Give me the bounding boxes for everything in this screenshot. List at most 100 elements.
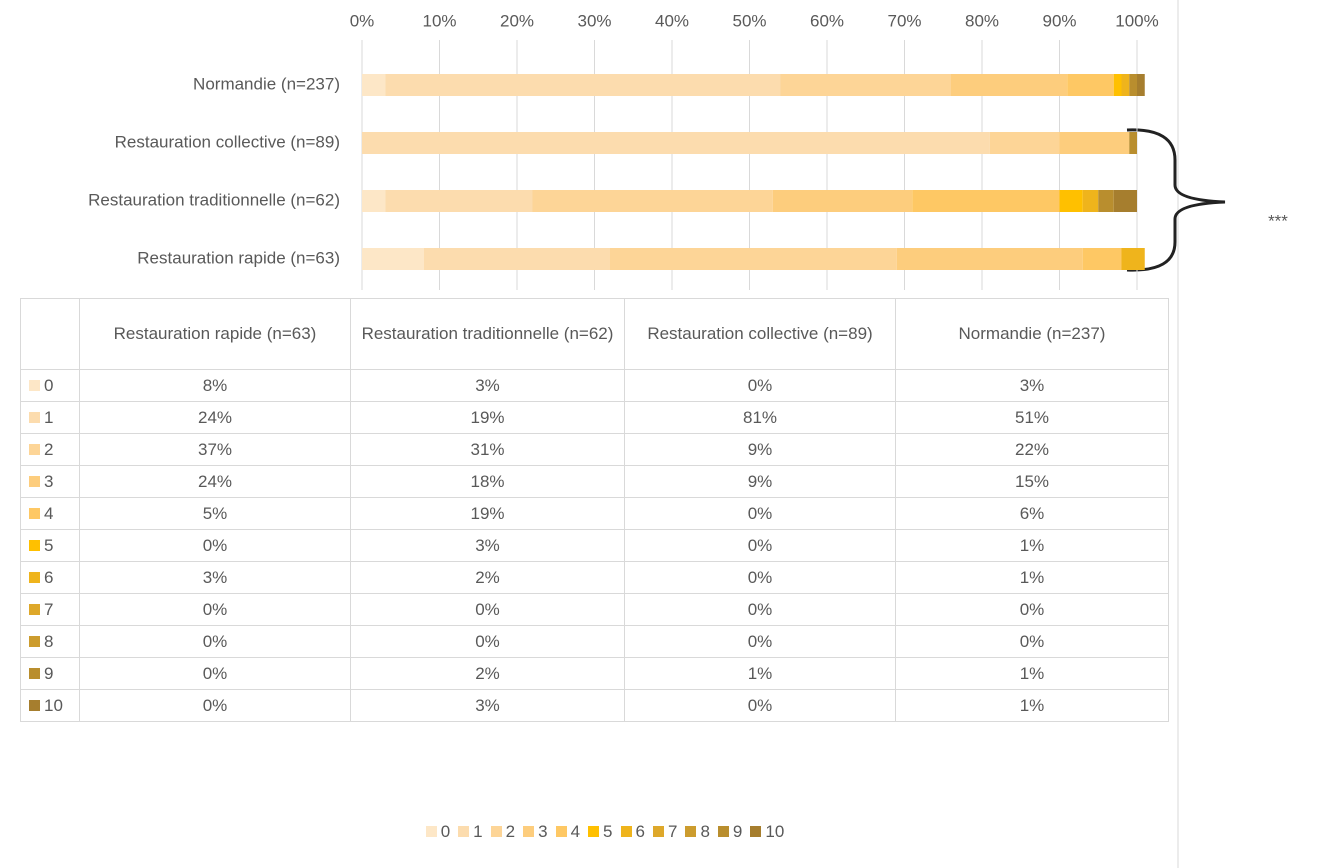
row-label-text: 2 [44, 439, 54, 459]
table-row: 6 3% 2% 0% 1% [20, 561, 1169, 594]
bar-segment [1113, 190, 1137, 212]
legend-label: 2 [505, 822, 516, 841]
table-row: 10 0% 3% 0% 1% [20, 689, 1169, 722]
table-cell: 22% [895, 433, 1169, 466]
bar-segment [362, 74, 386, 96]
y-tick-label: Restauration collective (n=89) [115, 132, 340, 151]
legend-swatch [29, 443, 40, 455]
bar-segment [532, 190, 773, 212]
row-label-text: 4 [44, 503, 54, 523]
row-label-text: 9 [44, 663, 54, 683]
table-cell: 0% [79, 689, 351, 722]
table-row: 7 0% 0% 0% 0% [20, 593, 1169, 626]
data-table: Restauration rapide (n=63) Restauration t… [20, 298, 1169, 722]
table-cell: 1% [895, 529, 1169, 562]
table-cell: 0% [624, 369, 896, 402]
table-cell: 0% [624, 625, 896, 658]
bar-segment [780, 74, 951, 96]
table-cell: 0% [350, 593, 625, 626]
x-tick-label: 10% [422, 11, 456, 30]
table-row: 5 0% 3% 0% 1% [20, 529, 1169, 562]
annotation: *** [1268, 211, 1288, 230]
bar-segment [362, 132, 990, 154]
bar-segment [912, 190, 1060, 212]
bar-segment [1082, 190, 1099, 212]
row-label-text: 0 [44, 375, 54, 395]
legend-label: 4 [570, 822, 581, 841]
table-cell: 3% [350, 689, 625, 722]
legend-label: 10 [765, 822, 785, 841]
legend-swatch [652, 826, 664, 837]
table-cell: 19% [350, 497, 625, 530]
bar-segment [424, 248, 610, 270]
legend-item: 0 [425, 822, 450, 841]
row-label-text: 6 [44, 567, 54, 587]
row-label: 7 [20, 593, 80, 626]
bar-segment [951, 74, 1068, 96]
legend-swatch [29, 507, 40, 519]
x-tick-label: 80% [965, 11, 999, 30]
bar-segment [1067, 74, 1114, 96]
table-header: Normandie (n=237) [895, 298, 1169, 370]
legend-item: 6 [620, 822, 645, 841]
row-label-text: 5 [44, 535, 54, 555]
bar-segment [1113, 74, 1122, 96]
table-header: Restauration collective (n=89) [624, 298, 896, 370]
legend-swatch [29, 475, 40, 487]
table-cell: 0% [624, 497, 896, 530]
bar-segment [362, 190, 386, 212]
row-label-text: 7 [44, 599, 54, 619]
legend-swatch [29, 539, 40, 551]
table-row: 4 5% 19% 0% 6% [20, 497, 1169, 530]
legend-label: 7 [667, 822, 678, 841]
legend-item: 3 [523, 822, 548, 841]
x-tick-label: 0% [350, 11, 375, 30]
row-label: 0 [20, 369, 80, 402]
bar-segment [362, 248, 424, 270]
legend-swatch [29, 411, 40, 423]
table-cell: 19% [350, 401, 625, 434]
row-label: 8 [20, 625, 80, 658]
table-cell: 3% [350, 529, 625, 562]
legend-swatch [29, 571, 40, 583]
table-cell: 15% [895, 465, 1169, 498]
table-cell: 24% [79, 465, 351, 498]
x-tick-label: 20% [500, 11, 534, 30]
bar-segment [772, 190, 913, 212]
table-cell: 0% [79, 529, 351, 562]
legend-item: 2 [490, 822, 516, 841]
table-cell: 0% [895, 593, 1169, 626]
row-label: 4 [20, 497, 80, 530]
brace [1126, 128, 1226, 272]
table-cell: 0% [895, 625, 1169, 658]
table-cell: 31% [350, 433, 625, 466]
bar-segment [1059, 190, 1083, 212]
table-cell: 3% [79, 561, 351, 594]
bar-segment [1129, 74, 1137, 96]
table-cell: 0% [350, 625, 625, 658]
table-row: 3 24% 18% 9% 15% [20, 465, 1169, 498]
bar-segment [385, 74, 781, 96]
table-cell: 37% [79, 433, 351, 466]
legend-label: 5 [603, 822, 613, 841]
legend-item: 9 [717, 822, 742, 841]
x-tick-label: 60% [810, 11, 844, 30]
table-cell: 1% [624, 657, 896, 690]
bar-segment [1121, 248, 1145, 270]
x-tick-label: 30% [577, 11, 611, 30]
row-label: 3 [20, 465, 80, 498]
bar-segment [1137, 74, 1145, 96]
legend-label: 3 [538, 822, 548, 841]
table-row: 0 8% 3% 0% 3% [20, 369, 1169, 402]
table-cell: 0% [79, 593, 351, 626]
legend-swatch [29, 699, 40, 711]
row-label: 6 [20, 561, 80, 594]
table-cell: 1% [895, 561, 1169, 594]
legend-swatch [717, 826, 729, 837]
legend-swatch [685, 826, 697, 837]
table-cell: 0% [624, 593, 896, 626]
legend-swatch [29, 379, 40, 391]
legend-label: 8 [700, 822, 710, 841]
table-cell: 1% [895, 657, 1169, 690]
